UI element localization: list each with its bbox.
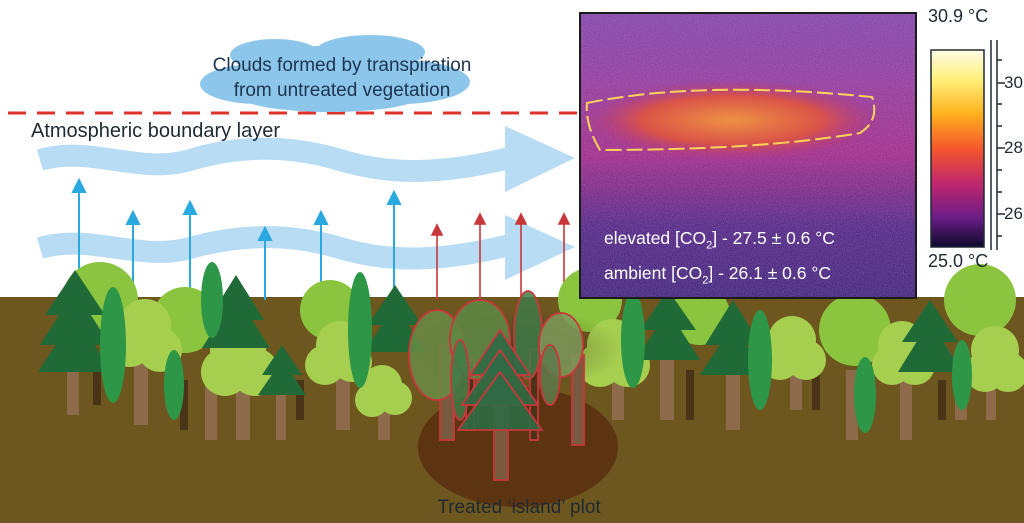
color-scale [930, 40, 1005, 250]
scale-tick-28: 28 [1004, 138, 1023, 157]
cloud-label: Clouds formed by transpiration from untr… [196, 53, 488, 103]
scale-tick-26: 26 [1004, 204, 1023, 223]
wind-arrow-lower [36, 215, 575, 280]
thermal-image [579, 12, 917, 299]
boundary-layer-label: Atmospheric boundary layer [31, 120, 281, 142]
treated-plot-label: Treated ‘island’ plot [437, 497, 601, 518]
wind-arrow-upper [36, 126, 575, 192]
scale-max-label: 30.9 °C [928, 6, 989, 26]
scale-min-label: 25.0 °C [928, 251, 989, 271]
scale-tick-30: 30 [1004, 73, 1023, 92]
ambient-co2-readout: ambient [CO2] - 26.1 ± 0.6 °C [604, 262, 831, 287]
thermal-temperature-readouts: elevated [CO2] - 27.5 ± 0.6 °C ambient [… [604, 225, 835, 294]
elevated-co2-readout: elevated [CO2] - 27.5 ± 0.6 °C [604, 228, 835, 252]
cloud-label-line1: Clouds formed by transpiration [212, 55, 472, 76]
forest [38, 262, 1024, 481]
cloud-label-line2: from untreated vegetation [233, 80, 451, 101]
cloud-icon [200, 35, 470, 112]
transpiration-arrows [71, 177, 402, 300]
treated-plot-trees [408, 290, 585, 481]
plot-outline [585, 88, 876, 152]
